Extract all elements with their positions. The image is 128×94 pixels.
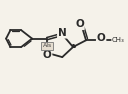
- Text: O: O: [75, 19, 84, 29]
- Text: CH₃: CH₃: [112, 37, 125, 43]
- Text: O: O: [97, 33, 105, 43]
- Text: O: O: [43, 50, 51, 60]
- Text: N: N: [58, 28, 67, 38]
- Text: Als: Als: [42, 43, 52, 48]
